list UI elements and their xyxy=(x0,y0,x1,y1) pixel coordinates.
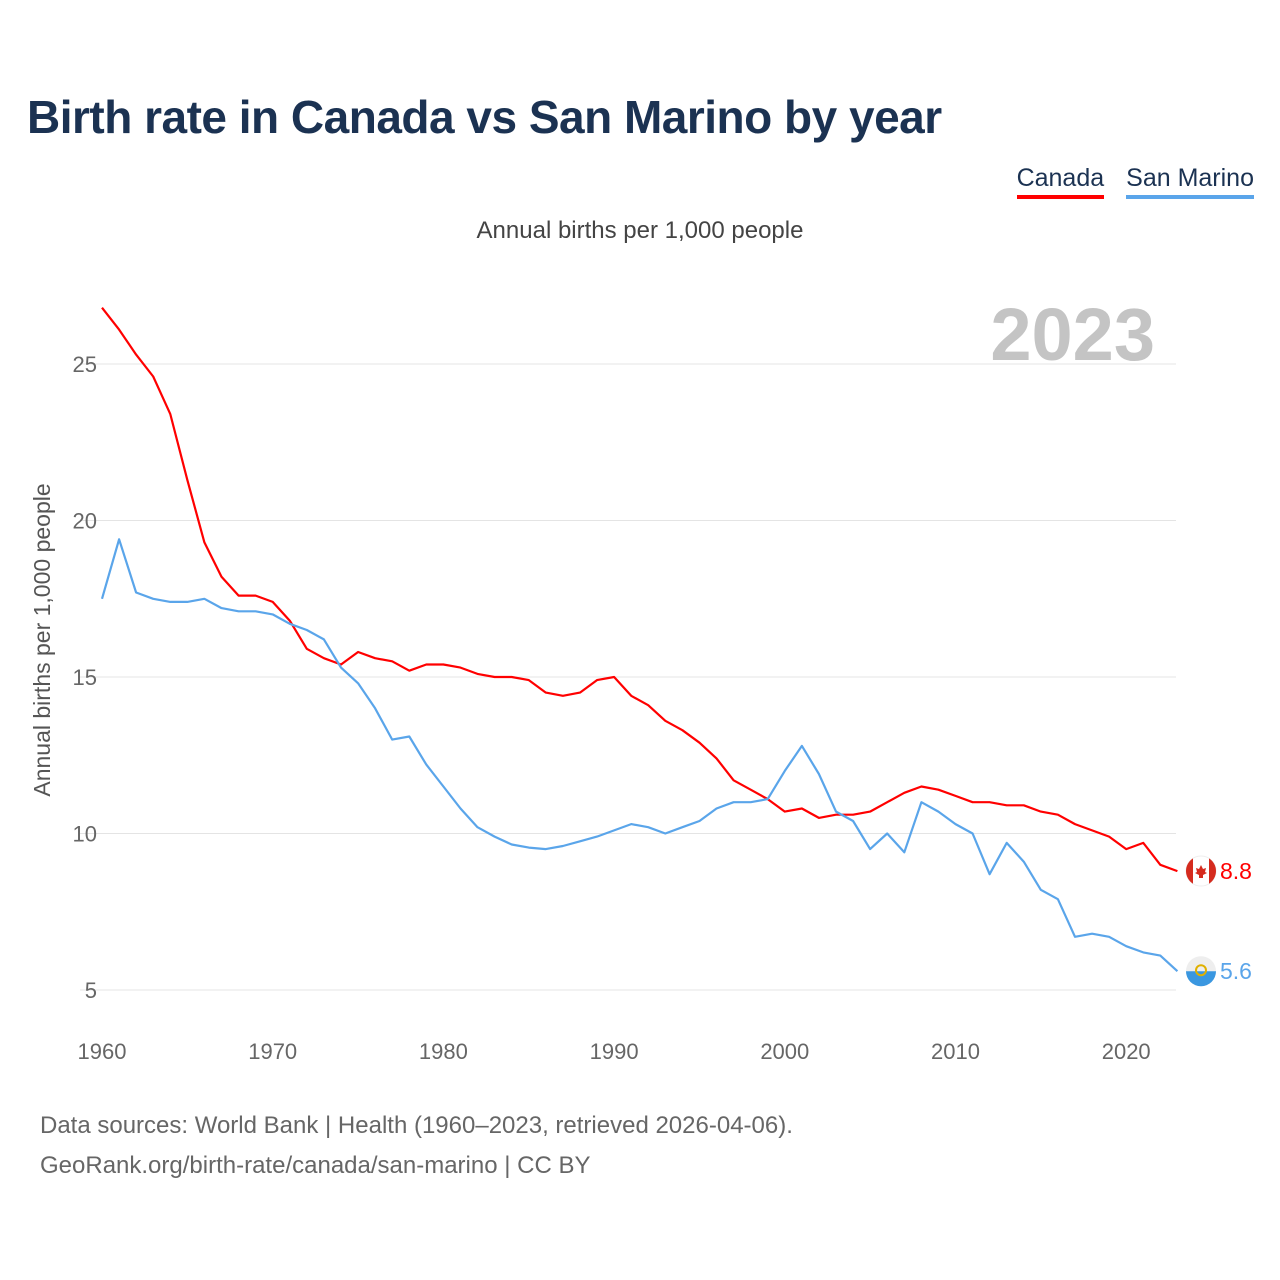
chart-subtitle: Annual births per 1,000 people xyxy=(476,217,804,244)
san-marino-flag-icon xyxy=(1186,956,1216,987)
x-tick-label: 2020 xyxy=(1102,1039,1151,1064)
x-tick-label: 1970 xyxy=(248,1039,297,1064)
x-tick-label: 1980 xyxy=(419,1039,468,1064)
x-tick-label: 2010 xyxy=(931,1039,980,1064)
x-tick-label: 1960 xyxy=(78,1039,127,1064)
end-value-label: 8.8 xyxy=(1220,858,1252,884)
legend-san-marino[interactable]: San Marino xyxy=(1126,164,1254,199)
y-tick-label: 10 xyxy=(73,822,97,847)
end-value-label: 5.6 xyxy=(1220,958,1252,984)
canada-flag-icon xyxy=(1185,855,1217,887)
legend: Canada San Marino xyxy=(1016,164,1254,199)
line-chart: 5 10 15 20 25 1960 1970 1980 1990 2000 2010 2020 20… xyxy=(29,293,1252,1064)
y-tick-label: 20 xyxy=(73,509,97,534)
x-tick-label: 2000 xyxy=(760,1039,809,1064)
x-tick-label: 1990 xyxy=(590,1039,639,1064)
legend-canada[interactable]: Canada xyxy=(1016,164,1105,199)
source-note: Data sources: World Bank | Health (1960–… xyxy=(40,1106,793,1186)
source-line-2[interactable]: GeoRank.org/birth-rate/canada/san-marino… xyxy=(40,1152,591,1179)
y-tick-label: 15 xyxy=(73,665,97,690)
chart-title: Birth rate in Canada vs San Marino by ye… xyxy=(27,91,942,143)
series-line-canada xyxy=(101,307,1178,873)
y-tick-label: 5 xyxy=(85,978,97,1003)
year-watermark: 2023 xyxy=(990,293,1155,376)
y-axis-label: Annual births per 1,000 people xyxy=(29,483,55,796)
source-line-1: Data sources: World Bank | Health (1960–… xyxy=(40,1112,793,1139)
series-line-san-marino xyxy=(100,538,1179,973)
y-tick-label: 25 xyxy=(73,352,97,377)
